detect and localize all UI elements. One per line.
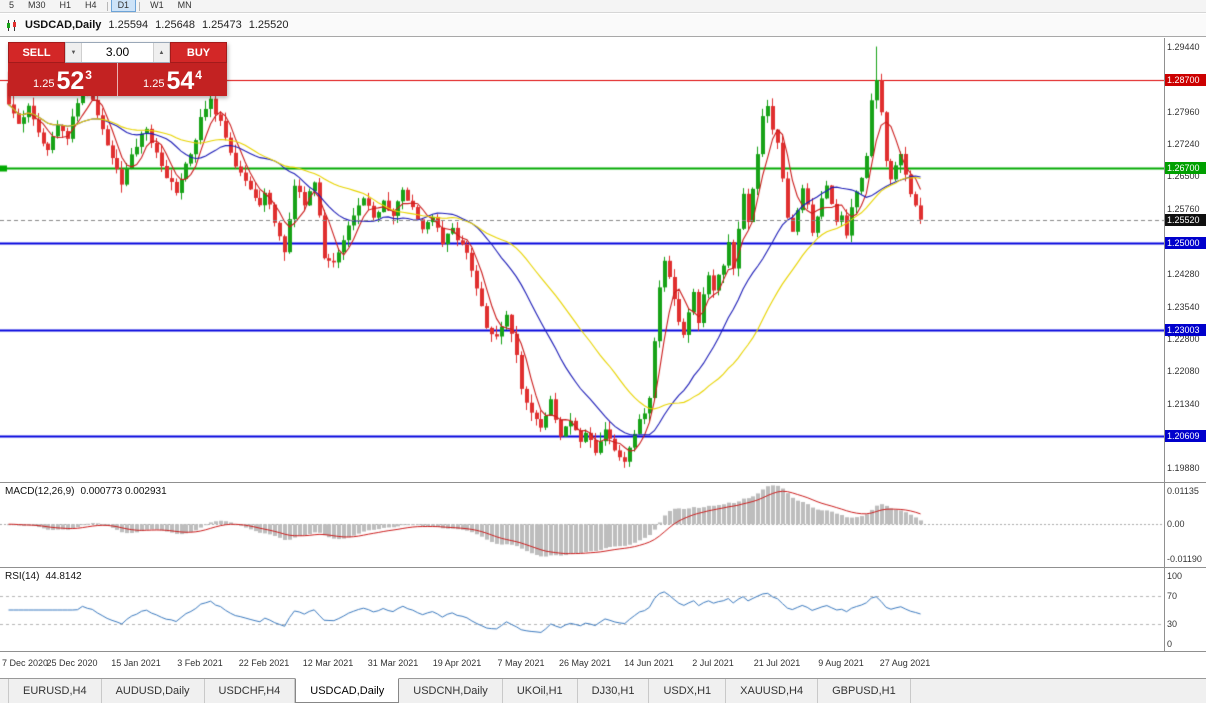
tab-usdcnh-daily[interactable]: USDCNH,Daily — [399, 679, 503, 703]
date-axis-label: 19 Apr 2021 — [432, 658, 482, 668]
date-axis-label: 14 Jun 2021 — [624, 658, 674, 668]
rsi-axis-label: 100 — [1167, 571, 1183, 581]
tf-button-m30[interactable]: M30 — [28, 0, 46, 10]
date-axis-label: 31 Mar 2021 — [367, 658, 419, 668]
price-axis[interactable]: 1.29440 1.27960 1.27240 1.26500 1.25760 1.242… — [1165, 0, 1206, 678]
tab-eurusd-h4[interactable]: EURUSD,H4 — [8, 679, 102, 703]
sell-price[interactable]: 1.25 52 3 — [8, 63, 117, 96]
ohlc-close: 1.25520 — [248, 19, 289, 31]
tab-usdx-h1[interactable]: USDX,H1 — [649, 679, 727, 703]
rsi-axis-label: 70 — [1167, 591, 1178, 602]
tf-button-mn[interactable]: MN — [177, 0, 192, 10]
rsi-value: 44.8142 — [45, 571, 82, 582]
date-axis-label: 15 Jan 2021 — [111, 658, 161, 668]
price-level-badge: 1.20609 — [1165, 429, 1206, 442]
volume-input[interactable]: ▼ 3.00 ▲ — [65, 42, 170, 63]
tf-button-w1[interactable]: W1 — [150, 0, 164, 10]
sell-price-sup: 3 — [85, 68, 92, 82]
price-level-badge: 1.23003 — [1165, 324, 1206, 337]
sell-price-main: 1.25 — [33, 78, 55, 90]
volume-down-button[interactable]: ▼ — [65, 43, 82, 62]
date-axis-label: 7 May 2021 — [497, 658, 545, 668]
price-level-badge: 1.25000 — [1165, 236, 1206, 249]
date-axis-label: 7 Dec 2020 — [2, 658, 49, 668]
timeframe-toolbar: 5 M30 H1 H4 D1 W1 MN — [0, 0, 1206, 13]
date-axis-label: 12 Mar 2021 — [302, 658, 354, 668]
tab-ukoil-h1[interactable]: UKOil,H1 — [503, 679, 578, 703]
rsi-axis-label: 0 — [1167, 639, 1173, 649]
sell-button[interactable]: SELL — [8, 42, 65, 63]
chart-title-bar: USDCAD,Daily 1.25594 1.25648 1.25473 1.2… — [0, 14, 1206, 37]
price-axis-label: 1.23540 — [1167, 301, 1200, 312]
date-axis[interactable]: 7 Dec 2020 25 Dec 2020 15 Jan 2021 3 Feb 20… — [0, 652, 1164, 678]
tf-button-h4[interactable]: H4 — [85, 0, 97, 10]
price-divider — [117, 63, 118, 96]
macd-axis-label: 0.01135 — [1167, 486, 1199, 496]
buy-price-sup: 4 — [195, 68, 202, 82]
date-axis-label: 26 May 2021 — [558, 658, 612, 668]
chart-icon — [6, 19, 18, 31]
buy-button[interactable]: BUY — [170, 42, 227, 63]
macd-indicator-panel[interactable] — [0, 483, 1164, 567]
price-axis-label: 1.26500 — [1167, 171, 1200, 182]
macd-name: MACD(12,26,9) — [5, 486, 75, 497]
buy-price-big: 54 — [166, 67, 195, 95]
panel-separator — [0, 651, 1206, 652]
one-click-trading-panel: SELL ▼ 3.00 ▲ BUY 1.25 52 3 1.25 54 4 — [8, 42, 227, 96]
tf-button-d1[interactable]: D1 — [110, 0, 137, 12]
tab-gbpusd-h1[interactable]: GBPUSD,H1 — [818, 679, 911, 703]
tab-usdchf-h4[interactable]: USDCHF,H4 — [205, 679, 296, 703]
volume-up-button[interactable]: ▲ — [153, 43, 170, 62]
volume-value[interactable]: 3.00 — [105, 45, 130, 59]
tab-dj30-h1[interactable]: DJ30,H1 — [578, 679, 650, 703]
chart-title: USDCAD,Daily — [25, 19, 102, 31]
date-axis-label: 25 Dec 2020 — [46, 658, 98, 668]
chart-tab-bar: EURUSD,H4 AUDUSD,Daily USDCHF,H4 USDCAD,… — [0, 678, 1206, 703]
toolbar-separator — [139, 2, 141, 11]
price-axis-label: 1.22800 — [1167, 334, 1200, 345]
ohlc-open: 1.25594 — [108, 19, 149, 31]
date-axis-label: 9 Aug 2021 — [818, 658, 864, 668]
rsi-indicator-panel[interactable] — [0, 568, 1164, 651]
date-axis-label: 22 Feb 2021 — [238, 658, 290, 668]
price-level-badge: 1.25520 — [1165, 213, 1206, 226]
panel-separator[interactable] — [0, 482, 1206, 483]
macd-values: 0.000773 0.002931 — [80, 486, 167, 497]
price-axis-label: 1.25760 — [1167, 204, 1200, 215]
rsi-axis-label: 30 — [1167, 618, 1178, 629]
buy-price-main: 1.25 — [143, 78, 165, 90]
price-level-badge: 1.28700 — [1165, 73, 1206, 86]
tf-button-m5[interactable]: 5 — [9, 0, 15, 10]
date-axis-label: 21 Jul 2021 — [753, 658, 801, 668]
price-level-badge: 1.26700 — [1165, 161, 1206, 174]
price-axis-separator — [1164, 38, 1165, 652]
panel-separator[interactable] — [0, 567, 1206, 568]
date-axis-label: 2 Jul 2021 — [692, 658, 734, 668]
date-axis-label: 3 Feb 2021 — [177, 658, 223, 668]
price-axis-label: 1.22080 — [1167, 366, 1200, 377]
toolbar-separator — [106, 2, 108, 11]
tab-audusd-daily[interactable]: AUDUSD,Daily — [102, 679, 205, 703]
ohlc-high: 1.25648 — [155, 19, 195, 31]
rsi-label: RSI(14) 44.8142 — [5, 571, 82, 582]
tf-button-h1[interactable]: H1 — [59, 0, 72, 10]
price-axis-label: 1.27960 — [1167, 107, 1200, 118]
ohlc-low: 1.25473 — [201, 19, 242, 31]
macd-axis-label: -0.01190 — [1167, 554, 1202, 564]
buy-price[interactable]: 1.25 54 4 — [118, 63, 227, 96]
macd-label: MACD(12,26,9) 0.000773 0.002931 — [5, 486, 167, 497]
tab-xauusd-h4[interactable]: XAUUSD,H4 — [726, 679, 819, 703]
price-axis-label: 1.29440 — [1167, 42, 1200, 52]
price-axis-label: 1.19880 — [1167, 463, 1200, 473]
macd-axis-label: 0.00 — [1167, 519, 1185, 530]
main-price-chart[interactable] — [0, 38, 1164, 482]
price-axis-label: 1.21340 — [1167, 398, 1200, 409]
price-axis-label: 1.27240 — [1167, 138, 1200, 149]
tab-usdcad-daily[interactable]: USDCAD,Daily — [295, 678, 400, 703]
price-axis-label: 1.24280 — [1167, 269, 1200, 280]
rsi-name: RSI(14) — [5, 571, 40, 582]
sell-price-big: 52 — [56, 67, 85, 95]
date-axis-label: 27 Aug 2021 — [879, 658, 931, 668]
